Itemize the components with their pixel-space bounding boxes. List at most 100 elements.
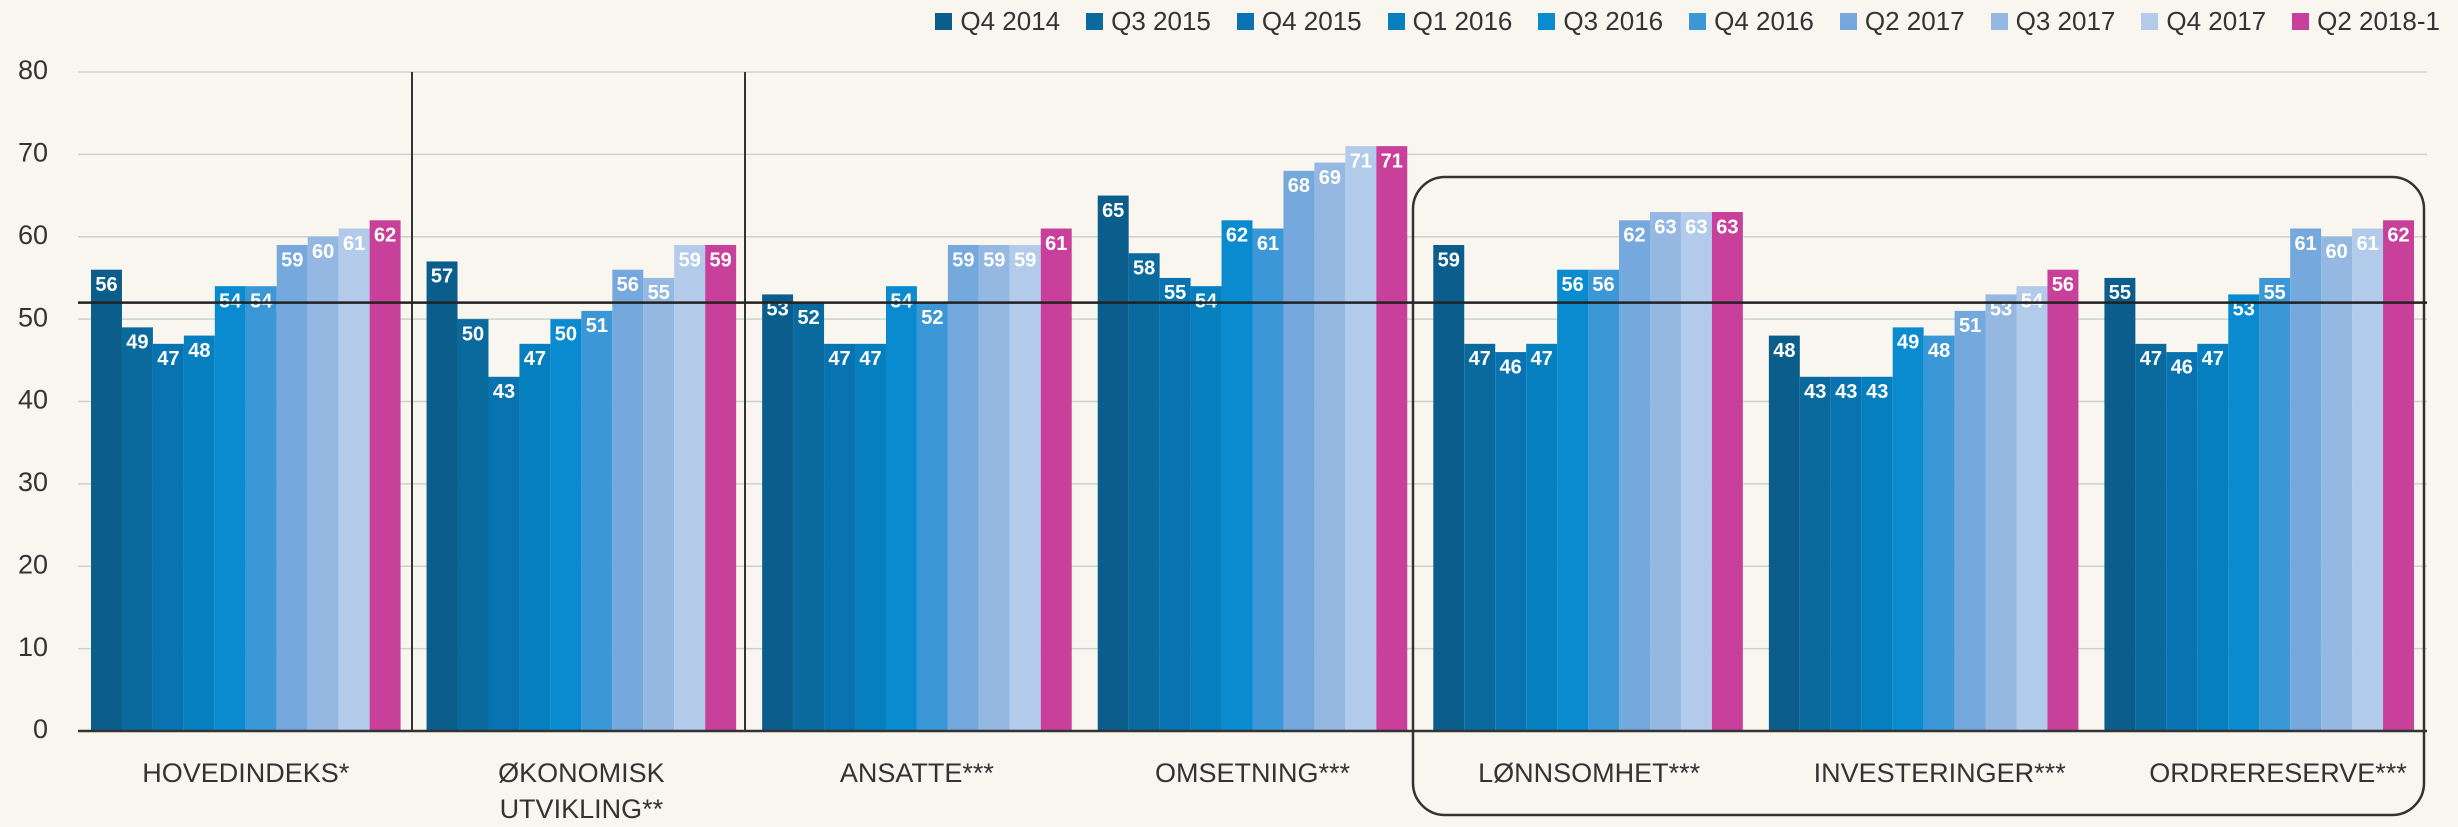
legend-label: Q3 2017	[2015, 6, 2116, 36]
data-label: 47	[828, 348, 850, 370]
data-label: 43	[1804, 381, 1826, 403]
bar	[705, 244, 737, 732]
bar	[1252, 228, 1284, 731]
data-label: 56	[2052, 274, 2074, 296]
legend-label: Q4 2014	[960, 6, 1061, 36]
bar	[2383, 220, 2414, 731]
legend-label: Q4 2015	[1261, 6, 1362, 36]
bar	[581, 310, 613, 731]
bar	[1159, 277, 1191, 731]
bar	[1097, 195, 1129, 731]
legend-label: Q1 2016	[1412, 6, 1513, 36]
legend-label: Q3 2015	[1111, 6, 1211, 36]
data-label: 59	[281, 249, 303, 271]
data-label: 56	[95, 274, 117, 296]
bar	[2166, 352, 2198, 731]
y-tick-label: 20	[18, 549, 48, 579]
bar	[762, 294, 794, 731]
y-tick-label: 30	[18, 467, 48, 497]
bar	[885, 286, 917, 731]
bar	[457, 319, 489, 731]
data-label: 59	[1014, 249, 1036, 271]
data-label: 57	[431, 266, 453, 288]
bar	[91, 269, 122, 731]
bar	[1649, 212, 1681, 732]
legend-swatch	[2292, 13, 2310, 30]
bar	[1557, 269, 1589, 731]
bar	[2321, 236, 2353, 731]
y-tick-label: 10	[18, 632, 48, 662]
bar	[550, 319, 582, 731]
data-label: 61	[343, 233, 365, 255]
data-label: 65	[1102, 200, 1124, 222]
legend-label: Q2 2017	[1864, 6, 1965, 36]
legend-item: Q3 2017	[1990, 6, 2116, 37]
bar	[978, 244, 1010, 732]
legend-swatch	[1387, 13, 1405, 30]
data-label: 60	[312, 241, 334, 263]
data-label: 53	[1990, 299, 2012, 321]
y-tick-label: 50	[18, 302, 48, 332]
data-label: 55	[2264, 282, 2286, 304]
data-label: 62	[2387, 225, 2409, 247]
data-label: 56	[1592, 274, 1614, 296]
data-label: 47	[2140, 348, 2162, 370]
bar	[2259, 277, 2291, 731]
x-tick-label: LØNNSOMHET***	[1478, 758, 1701, 788]
bar	[276, 244, 308, 732]
y-tick-label: 0	[33, 714, 48, 744]
data-label: 53	[2233, 299, 2255, 321]
bar	[1221, 220, 1253, 731]
bar	[1433, 244, 1465, 732]
data-label: 71	[1350, 150, 1372, 172]
bar	[947, 244, 979, 732]
x-tick-label: ORDRERESERVE***	[2149, 758, 2407, 788]
bar	[183, 335, 215, 731]
bar	[1861, 376, 1893, 731]
data-label: 62	[1226, 225, 1248, 247]
bar	[916, 302, 948, 731]
bar	[214, 286, 246, 731]
legend-item: Q4 2016	[1689, 6, 1814, 37]
data-label: 61	[1257, 233, 1279, 255]
data-label: 59	[710, 249, 732, 271]
bar	[1711, 212, 1743, 732]
bar	[1190, 286, 1222, 731]
bar	[2228, 294, 2260, 731]
legend-swatch	[1689, 13, 1707, 30]
data-label: 49	[1897, 332, 1919, 354]
legend: Q4 2014 Q3 2015 Q4 2015 Q1 2016 Q3 2016 Q4 20…	[935, 6, 2440, 37]
data-label: 59	[1438, 249, 1460, 271]
bar	[2290, 228, 2322, 731]
data-label: 48	[1773, 340, 1795, 362]
bar	[2135, 343, 2167, 731]
data-label: 46	[1500, 356, 1522, 378]
legend-item: Q4 2015	[1236, 6, 1362, 37]
legend-swatch	[1538, 13, 1556, 30]
bar	[1526, 343, 1558, 731]
bar	[121, 327, 153, 731]
bar	[1283, 170, 1315, 732]
y-tick-label: 80	[18, 55, 48, 85]
data-label: 51	[586, 315, 608, 337]
data-label: 43	[1835, 381, 1857, 403]
legend-label: Q4 2016	[1714, 6, 1814, 36]
legend-item: Q3 2016	[1538, 6, 1663, 37]
bar	[1799, 376, 1831, 731]
data-label: 49	[126, 332, 148, 354]
legend-swatch	[935, 13, 953, 30]
data-label: 47	[524, 348, 546, 370]
bar	[2197, 343, 2229, 731]
bar	[1588, 269, 1620, 731]
y-tick-label: 70	[18, 138, 48, 168]
legend-swatch	[1990, 13, 2008, 30]
data-label: 62	[374, 225, 396, 247]
data-label: 59	[679, 249, 701, 271]
legend-label: Q4 2017	[2166, 6, 2267, 36]
bar	[1923, 335, 1955, 731]
legend-item: Q2 2018-1	[2292, 6, 2440, 37]
legend-item: Q4 2017	[2141, 6, 2266, 37]
legend-item: Q1 2016	[1387, 6, 1513, 37]
data-label: 56	[617, 274, 639, 296]
